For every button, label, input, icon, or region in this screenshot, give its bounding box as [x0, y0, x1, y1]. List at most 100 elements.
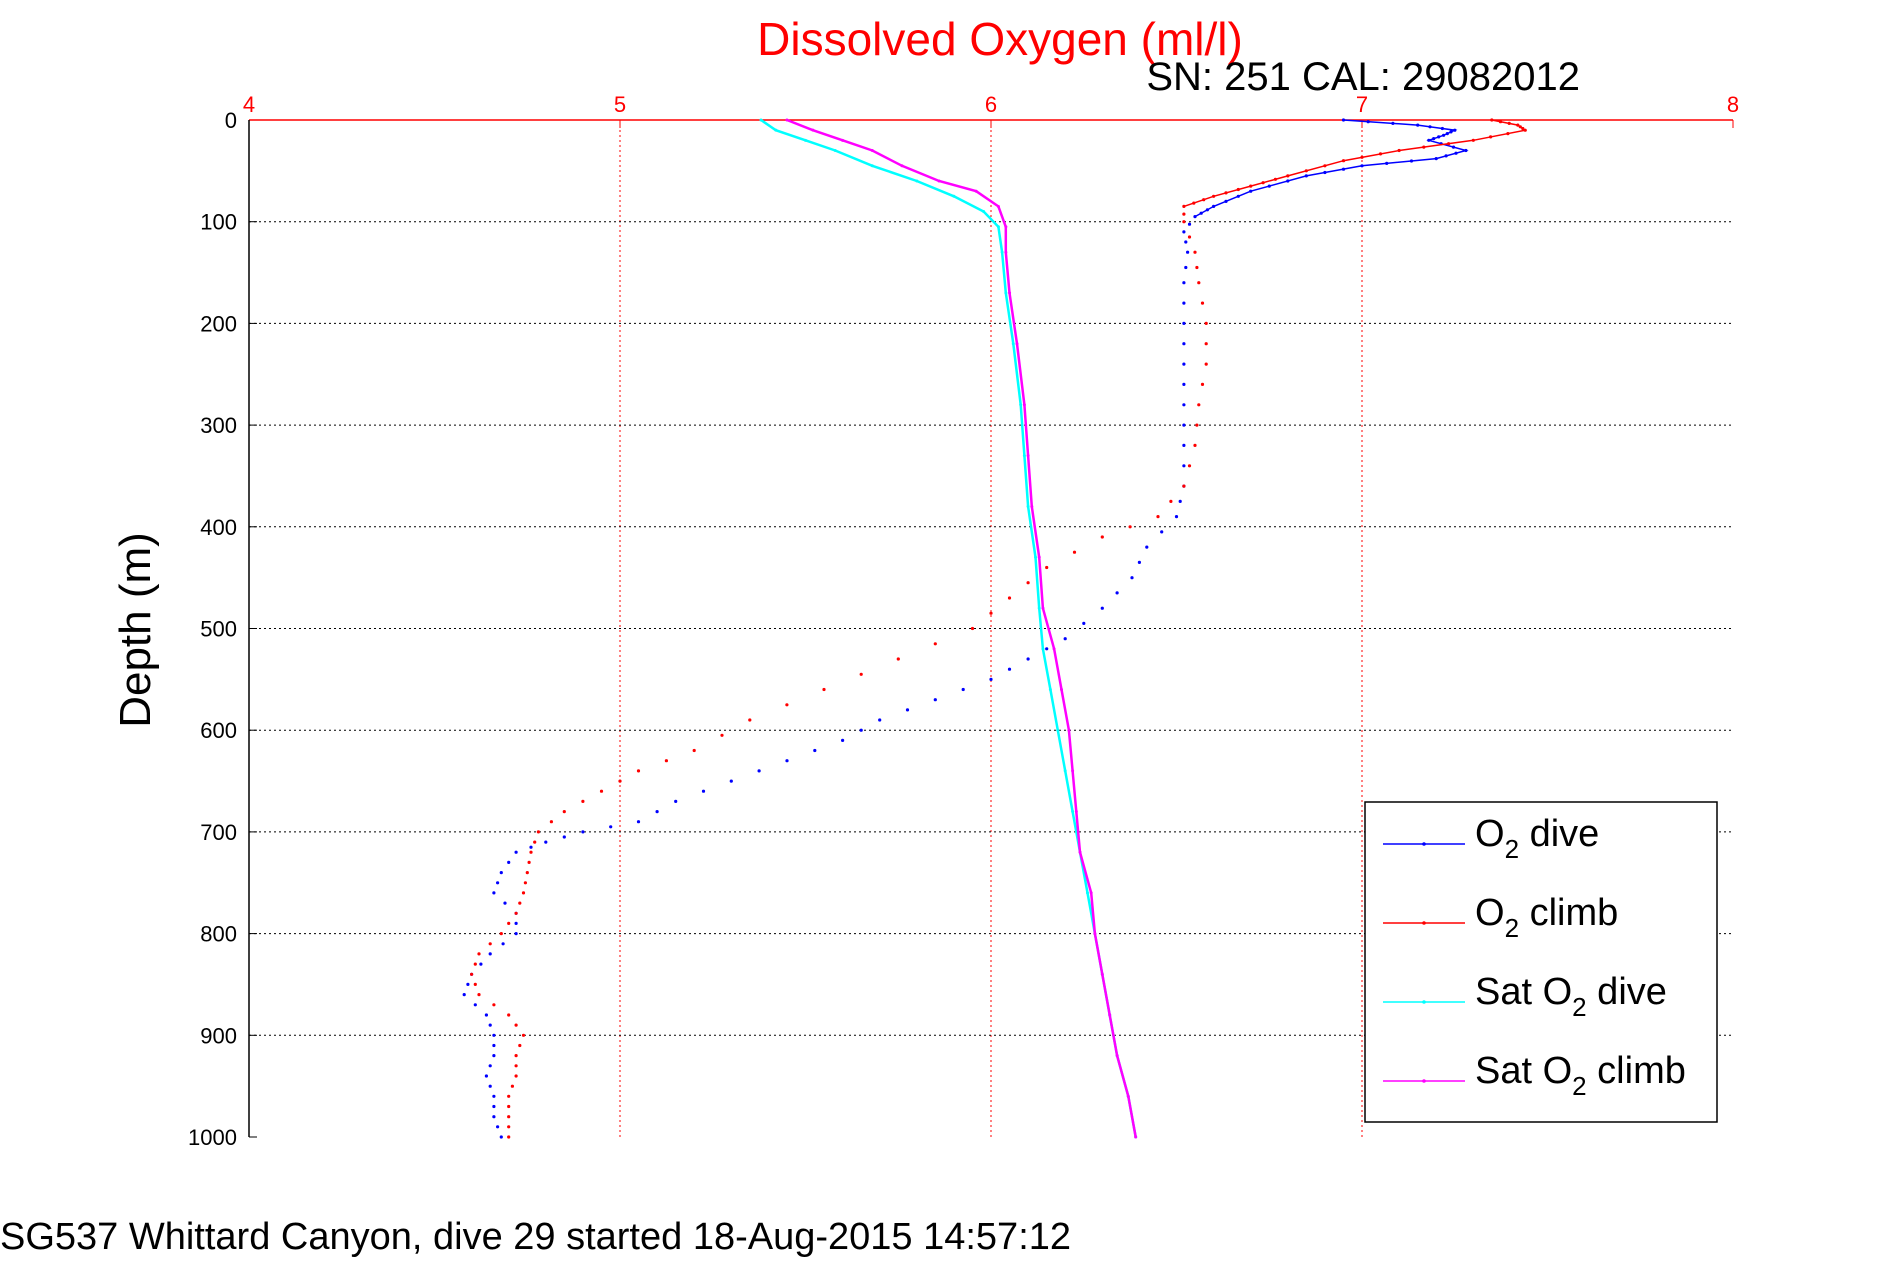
- data-point: [961, 687, 965, 692]
- data-point: [1192, 201, 1196, 205]
- data-point: [757, 769, 761, 773]
- y-tick-label: 400: [200, 515, 237, 540]
- data-point: [1108, 1013, 1112, 1017]
- data-point: [859, 672, 863, 676]
- data-point: [1026, 657, 1030, 661]
- legend: O2 dive O2 climb Sat O2 dive Sat O2 climb: [1364, 801, 1718, 1123]
- data-point: [1182, 464, 1186, 468]
- data-point: [1202, 198, 1206, 202]
- data-point: [1428, 125, 1432, 129]
- data-point: [488, 952, 492, 956]
- data-point: [1128, 525, 1132, 529]
- series-line: [1194, 119, 1469, 218]
- data-point: [1489, 135, 1493, 139]
- data-point: [618, 779, 622, 783]
- data-point: [1518, 125, 1522, 129]
- data-point: [1037, 555, 1041, 559]
- data-point: [488, 942, 492, 946]
- data-point: [1236, 187, 1240, 192]
- data-point: [562, 810, 566, 814]
- data-point: [1341, 159, 1346, 163]
- data-point: [1385, 161, 1389, 165]
- data-point: [1267, 184, 1271, 188]
- data-point: [1056, 728, 1060, 732]
- data-point: [507, 1094, 511, 1098]
- data-point: [1360, 155, 1364, 159]
- data-point: [1145, 545, 1149, 549]
- data-point: [1409, 159, 1414, 163]
- data-point: [470, 972, 474, 976]
- data-point: [1182, 321, 1186, 325]
- data-point: [507, 860, 511, 865]
- data-point: [1236, 194, 1240, 198]
- data-point: [1160, 530, 1164, 534]
- data-point: [933, 642, 937, 646]
- data-point: [1200, 382, 1205, 386]
- legend-box: [1364, 801, 1718, 1123]
- data-point: [701, 789, 706, 793]
- data-point: [636, 769, 641, 773]
- legend-entry-label: O2 climb: [1475, 892, 1618, 943]
- data-point: [974, 189, 978, 193]
- data-point: [1224, 191, 1228, 195]
- data-point: [544, 840, 548, 844]
- data-point: [1045, 647, 1049, 651]
- series-0: [462, 118, 1469, 1139]
- data-point: [1130, 576, 1134, 580]
- data-point: [492, 1115, 496, 1119]
- data-point: [1516, 123, 1520, 127]
- legend-marker: [1422, 1079, 1426, 1083]
- data-point: [1022, 403, 1026, 407]
- data-point: [492, 1043, 496, 1048]
- data-point: [462, 993, 466, 997]
- data-point: [1507, 121, 1511, 125]
- data-point: [989, 677, 993, 682]
- data-point: [1193, 250, 1197, 254]
- data-point: [466, 982, 470, 987]
- data-point: [1082, 621, 1086, 626]
- data-point: [1187, 235, 1192, 239]
- data-point: [982, 210, 986, 214]
- data-point: [549, 820, 554, 824]
- data-point: [507, 1125, 511, 1129]
- data-point: [813, 748, 817, 753]
- legend-marker: [1422, 842, 1426, 846]
- data-point: [1261, 181, 1265, 185]
- data-point: [937, 179, 941, 183]
- data-point: [1182, 423, 1186, 427]
- data-point: [655, 810, 659, 814]
- data-point: [1521, 126, 1525, 131]
- data-point: [1182, 212, 1186, 216]
- x-tick-labels: 4 5 6 7 8: [243, 92, 1739, 117]
- y-tick-label: 300: [200, 413, 237, 438]
- data-point: [1506, 132, 1510, 136]
- data-point: [507, 1104, 511, 1109]
- data-point: [1224, 199, 1228, 203]
- data-point: [1037, 606, 1041, 610]
- data-point: [1182, 230, 1186, 234]
- x-tick-label: 6: [985, 92, 997, 117]
- y-tick-label: 500: [200, 617, 237, 642]
- data-point: [484, 1074, 488, 1078]
- data-point: [1204, 362, 1208, 366]
- data-point: [1182, 342, 1186, 346]
- data-point: [562, 835, 566, 839]
- data-point: [521, 891, 526, 895]
- data-point: [1026, 454, 1030, 458]
- data-point: [833, 149, 837, 153]
- y-tick-label: 0: [225, 108, 237, 133]
- data-point: [1199, 211, 1203, 215]
- data-point: [1427, 138, 1431, 142]
- data-point: [1026, 504, 1030, 508]
- data-point: [1432, 137, 1436, 141]
- data-point: [1059, 688, 1063, 692]
- data-point: [1174, 515, 1179, 519]
- data-point: [514, 921, 518, 926]
- data-point: [1071, 810, 1075, 814]
- data-point: [1273, 177, 1277, 181]
- data-point: [1193, 443, 1197, 447]
- data-point: [503, 901, 507, 905]
- data-point: [900, 164, 904, 168]
- data-point: [536, 830, 541, 834]
